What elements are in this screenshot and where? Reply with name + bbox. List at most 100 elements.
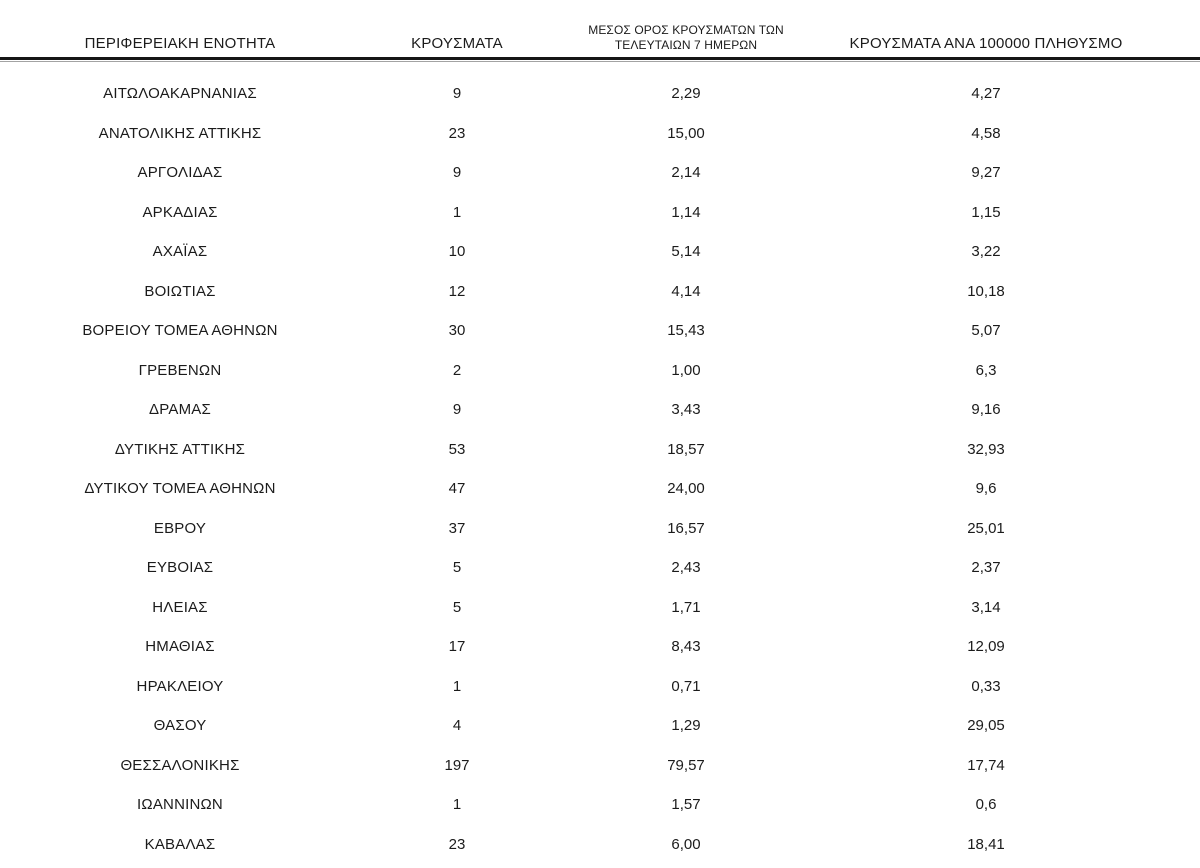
- table-row: ΗΡΑΚΛΕΙΟΥ 1 0,71 0,33: [0, 667, 1200, 707]
- per100k-cell: 3,14: [971, 598, 1001, 616]
- per100k-cell: 17,74: [967, 756, 1005, 774]
- column-header-region: ΠΕΡΙΦΕΡΕΙΑΚΗ ΕΝΟΤΗΤΑ: [84, 35, 276, 52]
- per100k-cell: 4,58: [971, 124, 1001, 142]
- avg7-cell: 2,14: [671, 164, 701, 182]
- cases-cell: 4: [452, 717, 462, 735]
- cases-cell: 1: [452, 796, 462, 814]
- per100k-cell: 2,37: [971, 559, 1001, 577]
- table-row: ΗΛΕΙΑΣ 5 1,71 3,14: [0, 588, 1200, 628]
- table-row: ΕΒΡΟΥ 37 16,57 25,01: [0, 509, 1200, 549]
- cases-cell: 23: [448, 835, 466, 853]
- column-header-avg7-line2: ΤΕΛΕΥΤΑΙΩΝ 7 ΗΜΕΡΩΝ: [614, 37, 758, 52]
- cases-cell: 9: [452, 85, 462, 103]
- region-cell: ΕΒΡΟΥ: [153, 519, 207, 537]
- region-cell: ΑΡΚΑΔΙΑΣ: [142, 203, 218, 221]
- table-row: ΚΑΒΑΛΑΣ 23 6,00 18,41: [0, 825, 1200, 865]
- avg7-cell: 79,57: [667, 756, 705, 774]
- region-cell: ΒΟΙΩΤΙΑΣ: [144, 282, 216, 300]
- per100k-cell: 9,27: [971, 164, 1001, 182]
- region-cell: ΒΟΡΕΙΟΥ ΤΟΜΕΑ ΑΘΗΝΩΝ: [82, 322, 278, 340]
- avg7-cell: 1,71: [671, 598, 701, 616]
- per100k-cell: 25,01: [967, 519, 1005, 537]
- table-row: ΙΩΑΝΝΙΝΩΝ 1 1,57 0,6: [0, 785, 1200, 825]
- cases-cell: 23: [448, 124, 466, 142]
- region-cell: ΗΡΑΚΛΕΙΟΥ: [136, 677, 224, 695]
- cases-cell: 5: [452, 598, 462, 616]
- per100k-cell: 12,09: [967, 638, 1005, 656]
- avg7-cell: 4,14: [671, 282, 701, 300]
- column-header-avg7: ΜΕΣΟΣ ΟΡΟΣ ΚΡΟΥΣΜΑΤΩΝ ΤΩΝ ΤΕΛΕΥΤΑΙΩΝ 7 Η…: [554, 23, 818, 57]
- avg7-cell: 8,43: [671, 638, 701, 656]
- table-row: ΒΟΙΩΤΙΑΣ 12 4,14 10,18: [0, 272, 1200, 312]
- column-header-per100k: ΚΡΟΥΣΜΑΤΑ ΑΝΑ 100000 ΠΛΗΘΥΣΜΟ: [849, 35, 1123, 52]
- table-row: ΔΥΤΙΚΟΥ ΤΟΜΕΑ ΑΘΗΝΩΝ 47 24,00 9,6: [0, 469, 1200, 509]
- table-row: ΓΡΕΒΕΝΩΝ 2 1,00 6,3: [0, 351, 1200, 391]
- region-cell: ΚΑΒΑΛΑΣ: [144, 835, 216, 853]
- per100k-cell: 0,6: [975, 796, 997, 814]
- table-body: ΑΙΤΩΛΟΑΚΑΡΝΑΝΙΑΣ 9 2,29 4,27 ΑΝΑΤΟΛΙΚΗΣ …: [0, 62, 1200, 864]
- avg7-cell: 5,14: [671, 243, 701, 261]
- per100k-cell: 9,16: [971, 401, 1001, 419]
- cases-cell: 53: [448, 440, 466, 458]
- avg7-cell: 1,57: [671, 796, 701, 814]
- table-header: ΠΕΡΙΦΕΡΕΙΑΚΗ ΕΝΟΤΗΤΑ ΚΡΟΥΣΜΑΤΑ ΜΕΣΟΣ ΟΡΟ…: [0, 0, 1200, 57]
- region-cell: ΓΡΕΒΕΝΩΝ: [138, 361, 222, 379]
- avg7-cell: 6,00: [671, 835, 701, 853]
- per100k-cell: 5,07: [971, 322, 1001, 340]
- cases-cell: 17: [448, 638, 466, 656]
- avg7-cell: 1,14: [671, 203, 701, 221]
- cases-cell: 37: [448, 519, 466, 537]
- per100k-cell: 3,22: [971, 243, 1001, 261]
- per100k-cell: 1,15: [971, 203, 1001, 221]
- table-row: ΑΝΑΤΟΛΙΚΗΣ ΑΤΤΙΚΗΣ 23 15,00 4,58: [0, 114, 1200, 154]
- per100k-cell: 18,41: [967, 835, 1005, 853]
- table-row: ΘΑΣΟΥ 4 1,29 29,05: [0, 706, 1200, 746]
- table-row: ΔΡΑΜΑΣ 9 3,43 9,16: [0, 390, 1200, 430]
- region-cell: ΗΛΕΙΑΣ: [152, 598, 208, 616]
- avg7-cell: 2,29: [671, 85, 701, 103]
- per100k-cell: 32,93: [967, 440, 1005, 458]
- cases-cell: 5: [452, 559, 462, 577]
- cases-cell: 30: [448, 322, 466, 340]
- cases-cell: 1: [452, 677, 462, 695]
- cases-cell: 9: [452, 401, 462, 419]
- per100k-cell: 29,05: [967, 717, 1005, 735]
- per100k-cell: 0,33: [971, 677, 1001, 695]
- table-row: ΒΟΡΕΙΟΥ ΤΟΜΕΑ ΑΘΗΝΩΝ 30 15,43 5,07: [0, 311, 1200, 351]
- region-cell: ΘΑΣΟΥ: [153, 717, 207, 735]
- table-row: ΕΥΒΟΙΑΣ 5 2,43 2,37: [0, 548, 1200, 588]
- per100k-cell: 10,18: [967, 282, 1005, 300]
- table-row: ΔΥΤΙΚΗΣ ΑΤΤΙΚΗΣ 53 18,57 32,93: [0, 430, 1200, 470]
- table-row: ΘΕΣΣΑΛΟΝΙΚΗΣ 197 79,57 17,74: [0, 746, 1200, 786]
- region-cell: ΑΝΑΤΟΛΙΚΗΣ ΑΤΤΙΚΗΣ: [98, 124, 262, 142]
- region-cell: ΘΕΣΣΑΛΟΝΙΚΗΣ: [120, 756, 240, 774]
- avg7-cell: 0,71: [671, 677, 701, 695]
- table-row: ΑΡΓΟΛΙΔΑΣ 9 2,14 9,27: [0, 153, 1200, 193]
- region-cell: ΕΥΒΟΙΑΣ: [146, 559, 214, 577]
- table-row: ΗΜΑΘΙΑΣ 17 8,43 12,09: [0, 627, 1200, 667]
- avg7-cell: 2,43: [671, 559, 701, 577]
- region-cell: ΔΥΤΙΚΗΣ ΑΤΤΙΚΗΣ: [114, 440, 246, 458]
- region-cell: ΔΥΤΙΚΟΥ ΤΟΜΕΑ ΑΘΗΝΩΝ: [84, 480, 276, 498]
- avg7-cell: 18,57: [667, 440, 705, 458]
- per100k-cell: 4,27: [971, 85, 1001, 103]
- avg7-cell: 15,43: [667, 322, 705, 340]
- region-cell: ΙΩΑΝΝΙΝΩΝ: [137, 796, 223, 814]
- cases-cell: 12: [448, 282, 466, 300]
- region-cell: ΗΜΑΘΙΑΣ: [145, 638, 215, 656]
- region-cell: ΑΡΓΟΛΙΔΑΣ: [137, 164, 223, 182]
- cases-cell: 197: [444, 756, 470, 774]
- avg7-cell: 1,00: [671, 361, 701, 379]
- region-cell: ΔΡΑΜΑΣ: [149, 401, 211, 419]
- avg7-cell: 15,00: [667, 124, 705, 142]
- header-divider: [0, 57, 1200, 62]
- table-row: ΑΡΚΑΔΙΑΣ 1 1,14 1,15: [0, 193, 1200, 233]
- per100k-cell: 9,6: [975, 480, 997, 498]
- cases-cell: 2: [452, 361, 462, 379]
- cases-cell: 9: [452, 164, 462, 182]
- region-cell: ΑΙΤΩΛΟΑΚΑΡΝΑΝΙΑΣ: [103, 85, 257, 103]
- cases-cell: 10: [448, 243, 466, 261]
- avg7-cell: 16,57: [667, 519, 705, 537]
- cases-cell: 47: [448, 480, 466, 498]
